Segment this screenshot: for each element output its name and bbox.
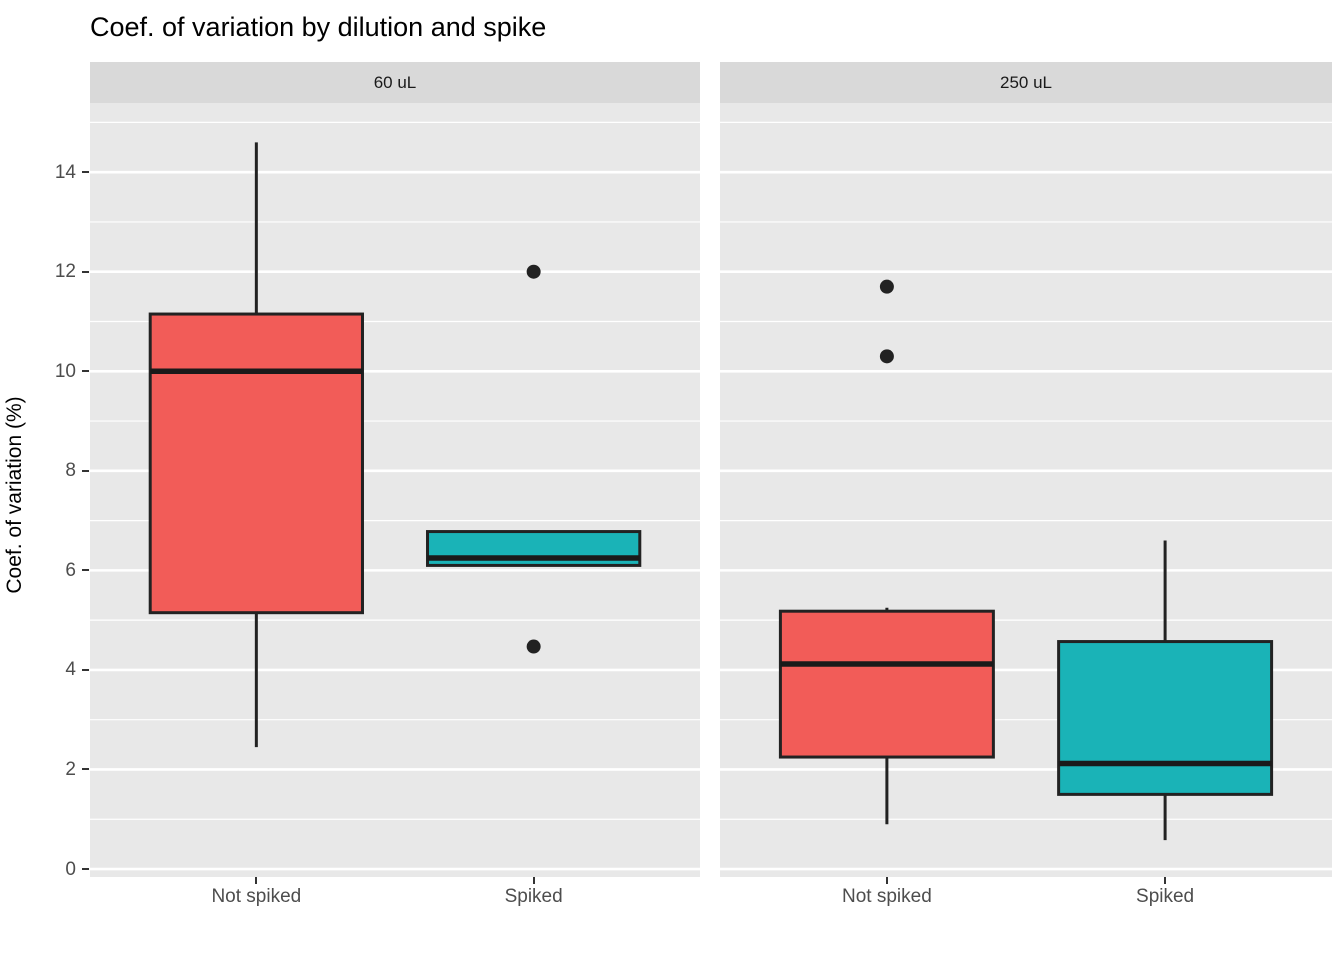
y-tick-label: 2 (65, 758, 76, 780)
x-tick-mark (1164, 877, 1167, 884)
outlier-point (879, 349, 894, 364)
y-tick-label: 6 (65, 559, 76, 581)
y-tick-mark (82, 868, 89, 871)
boxplot-box (778, 609, 995, 759)
x-tick-label: Not spiked (842, 886, 932, 907)
y-tick-mark (82, 171, 89, 174)
panel-plot-area (90, 121, 700, 871)
y-tick-label: 12 (54, 261, 76, 283)
boxplot-box (148, 312, 364, 615)
facet-strip-250ul: 250 uL (720, 62, 1332, 103)
x-tick-label: Spiked (504, 886, 563, 907)
panel-plot-area (720, 121, 1332, 871)
x-tick-label: Not spiked (211, 886, 302, 907)
page-title: Coef. of variation by dilution and spike (90, 12, 547, 42)
x-tick-label: Spiked (1136, 886, 1195, 907)
boxplot-box (1057, 640, 1274, 796)
y-tick-label: 0 (65, 858, 76, 880)
y-tick-mark (82, 569, 89, 572)
y-tick-label: 8 (65, 460, 76, 482)
outlier-point (879, 279, 894, 294)
facet-panel-60ul (90, 103, 700, 877)
x-tick-mark (532, 877, 535, 884)
y-tick-label: 14 (54, 161, 76, 183)
y-tick-mark (82, 270, 89, 273)
facet-strip-60ul: 60 uL (90, 62, 700, 103)
y-tick-mark (82, 469, 89, 472)
y-tick-label: 4 (65, 659, 76, 681)
facet-panel-250ul (720, 103, 1332, 877)
x-tick-mark (255, 877, 258, 884)
y-tick-mark (82, 370, 89, 373)
y-tick-mark (82, 668, 89, 671)
y-tick-label: 10 (54, 360, 76, 382)
outlier-point (526, 639, 541, 654)
y-tick-mark (82, 768, 89, 771)
x-tick-mark (885, 877, 888, 884)
outlier-point (526, 264, 541, 279)
